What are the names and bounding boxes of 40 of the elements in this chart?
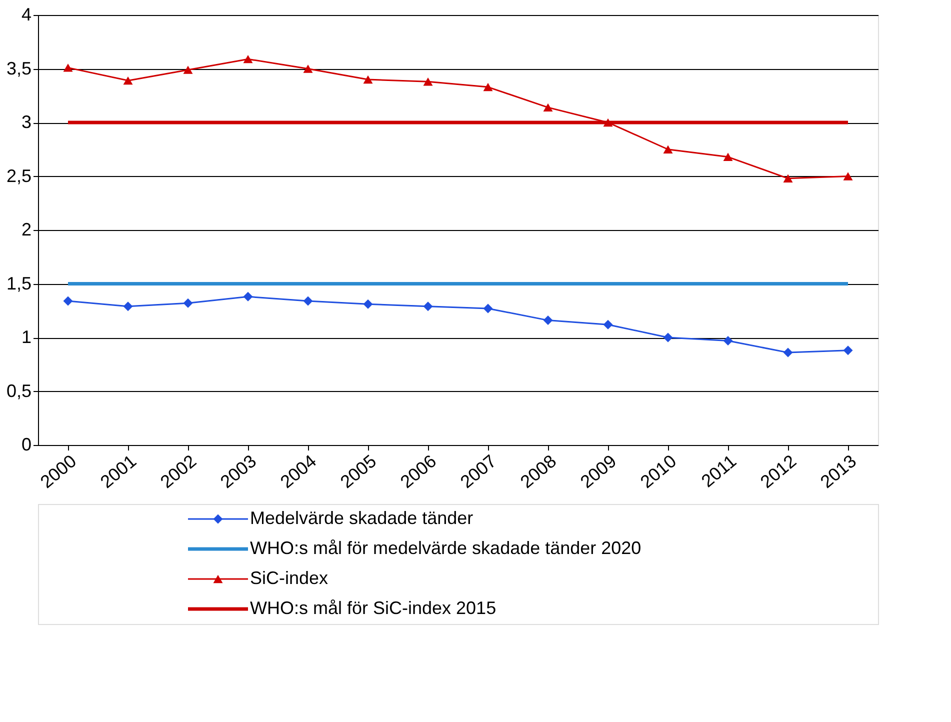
point — [423, 78, 433, 86]
legend-label: WHO:s mål för SiC-index 2015 — [250, 598, 496, 618]
point — [843, 346, 853, 356]
point — [123, 302, 133, 312]
point — [663, 145, 673, 154]
point — [723, 336, 733, 346]
y-tick-label: 2 — [21, 220, 32, 240]
point — [483, 304, 493, 314]
point — [123, 76, 133, 85]
point — [183, 298, 193, 308]
point — [483, 82, 493, 92]
point — [183, 66, 193, 74]
point — [303, 296, 313, 306]
point — [363, 75, 373, 84]
point — [63, 64, 73, 72]
point — [783, 348, 793, 358]
point — [543, 103, 553, 112]
point — [243, 292, 253, 302]
point — [843, 172, 853, 180]
point — [363, 299, 373, 309]
point — [723, 152, 733, 162]
point — [603, 320, 613, 330]
y-tick-label: 4 — [21, 4, 32, 24]
y-tick-label: 3 — [21, 112, 32, 132]
legend-label: WHO:s mål för medelvärde skadade tänder 2020 — [250, 538, 642, 558]
point — [543, 316, 553, 326]
legend-label: SiC-index — [250, 568, 328, 588]
point — [243, 54, 253, 64]
y-tick-label: 1 — [21, 327, 32, 347]
point — [303, 64, 313, 73]
point — [423, 302, 433, 312]
y-tick-label: 3,5 — [6, 58, 32, 78]
point — [663, 332, 673, 342]
y-tick-label: 1,5 — [6, 273, 32, 294]
y-tick-label: 0 — [21, 434, 32, 454]
y-tick-label: 2,5 — [6, 166, 32, 186]
point — [783, 174, 793, 183]
y-tick-label: 0,5 — [6, 380, 32, 401]
legend-label: Medelvärde skadade tänder — [250, 508, 474, 528]
point — [63, 296, 73, 306]
